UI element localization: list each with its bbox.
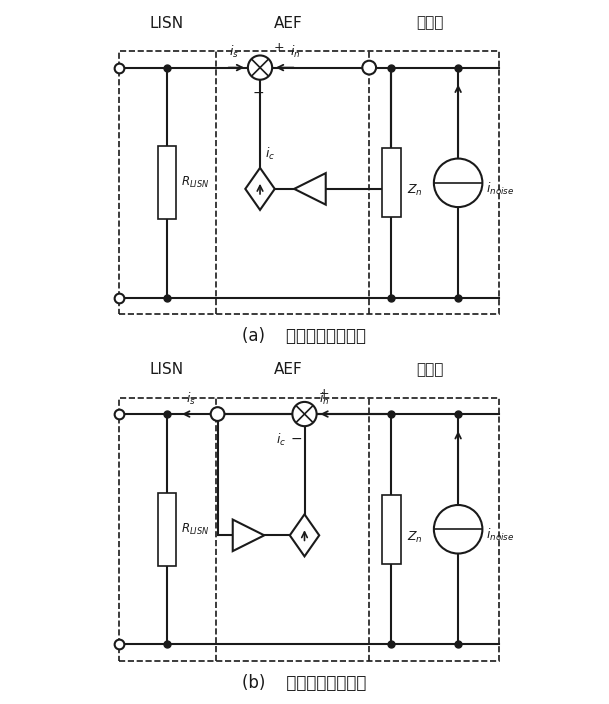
Circle shape [434, 158, 482, 207]
Text: LISN: LISN [150, 15, 184, 30]
Polygon shape [290, 515, 319, 556]
Text: $Z_n$: $Z_n$ [407, 183, 423, 199]
Bar [382, 149, 401, 218]
Text: $i_s$: $i_s$ [229, 44, 239, 61]
Text: G(s): G(s) [302, 182, 327, 196]
Text: +: + [319, 387, 329, 401]
Circle shape [248, 56, 272, 80]
Circle shape [292, 402, 317, 426]
Bar [119, 51, 499, 314]
Text: (b)    反馈型有源滤波器: (b) 反馈型有源滤波器 [242, 674, 367, 692]
Text: AEF: AEF [274, 15, 303, 30]
Text: 噪声源: 噪声源 [416, 362, 443, 377]
Text: (a)    前馈型有源滤波器: (a) 前馈型有源滤波器 [242, 327, 367, 346]
Text: AEF: AEF [274, 362, 303, 377]
Bar [382, 495, 401, 564]
Polygon shape [294, 173, 326, 205]
Text: $i_n$: $i_n$ [290, 44, 301, 61]
Text: 噪声源: 噪声源 [416, 15, 443, 30]
Text: +: + [274, 41, 284, 54]
Text: $i_c$: $i_c$ [265, 146, 275, 162]
Bar [158, 493, 176, 565]
Text: $i_s$: $i_s$ [186, 391, 196, 407]
Text: $i_{noise}$: $i_{noise}$ [485, 181, 514, 197]
Bar [158, 146, 176, 219]
Circle shape [362, 61, 376, 75]
Circle shape [434, 505, 482, 553]
Text: $i_{noise}$: $i_{noise}$ [485, 527, 514, 543]
Text: $i_n$: $i_n$ [319, 391, 329, 407]
Text: $i_c$: $i_c$ [276, 432, 286, 448]
Text: LISN: LISN [150, 362, 184, 377]
Polygon shape [245, 168, 275, 210]
Circle shape [211, 407, 225, 421]
Text: $Z_n$: $Z_n$ [407, 530, 423, 545]
Text: G(s): G(s) [231, 529, 256, 542]
Text: −: − [252, 86, 264, 100]
Text: −: − [290, 432, 302, 446]
Text: $R_{LISN}$: $R_{LISN}$ [181, 522, 209, 537]
Polygon shape [233, 520, 264, 551]
Text: $R_{LISN}$: $R_{LISN}$ [181, 175, 209, 190]
Bar [119, 398, 499, 660]
